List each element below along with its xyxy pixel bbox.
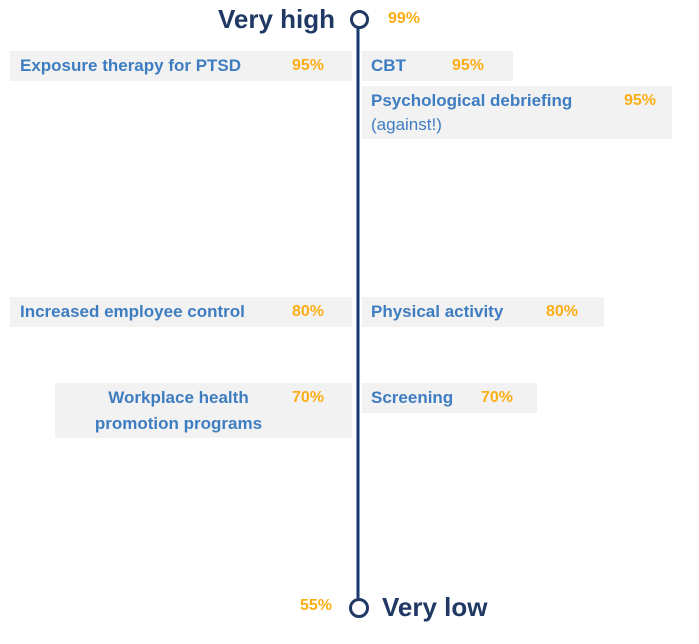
intervention-label: Increased employee control [20,302,245,321]
row-exposure-therapy-ptsd: Exposure therapy for PTSD 95% [10,51,352,81]
workplace-label-line1: Workplace health [108,388,249,407]
row-workplace-health-promotion: Workplace health promotion programs 70% [55,383,352,438]
axis-top-value: 99% [388,10,421,27]
evidence-percentage: 95% [623,92,656,109]
evidence-percentage: 95% [291,57,324,74]
row-cbt: CBT 95% [362,51,513,81]
axis-line [356,28,360,598]
debriefing-line1: Psychological debriefing 95% [371,89,656,113]
evidence-percentage: 80% [545,303,578,320]
evidence-percentage: 95% [451,57,484,74]
evidence-percentage: 70% [291,389,324,406]
axis-bottom-circle-marker-icon [349,598,369,618]
axis-bottom-label: Very low [382,592,488,622]
intervention-label: CBT [371,56,406,75]
evidence-percentage: 80% [291,303,324,320]
row-screening: Screening 70% [362,383,537,413]
workplace-label-line2: promotion programs [94,414,263,433]
axis-bottom-value: 55% [299,597,332,614]
row-increased-employee-control: Increased employee control 80% [10,297,352,327]
intervention-label: Physical activity [371,302,504,321]
evidence-percentage: 70% [480,389,513,406]
axis-top-label: Very high [217,4,335,34]
intervention-label: Psychological debriefing [371,91,573,110]
axis-top-circle-marker-icon [350,10,369,29]
intervention-label: Exposure therapy for PTSD [20,56,242,75]
intervention-label: Screening [371,388,454,407]
intervention-note: (against!) [371,115,442,134]
row-psychological-debriefing: Psychological debriefing 95% (against!) [362,86,672,139]
intervention-label: Workplace health promotion programs [65,385,292,437]
row-physical-activity: Physical activity 80% [362,297,604,327]
